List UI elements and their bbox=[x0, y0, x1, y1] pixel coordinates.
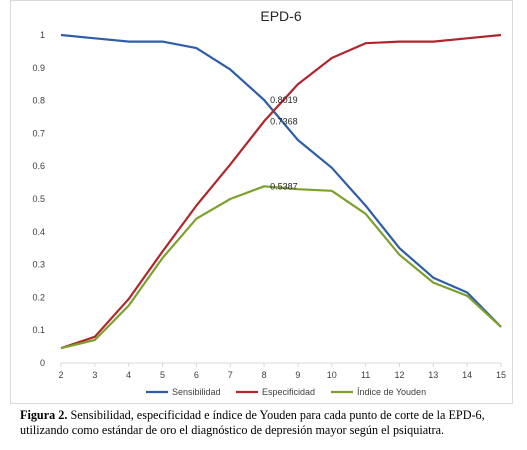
x-tick-label: 11 bbox=[361, 370, 370, 380]
line-chart: EPD-600.10.20.30.40.50.60.70.80.912 3 4 5 6 7… bbox=[32, 8, 506, 397]
x-tick-label: 3 bbox=[92, 370, 97, 380]
y-tick-label: 0.6 bbox=[32, 161, 45, 171]
y-tick-label: 0 bbox=[40, 358, 45, 368]
x-tick-label: 9 bbox=[295, 370, 300, 380]
x-tick-label: 2 bbox=[58, 370, 63, 380]
y-tick-label: 0.3 bbox=[32, 260, 45, 270]
series-line-2 bbox=[60, 33, 502, 350]
data-label: 0.7368 bbox=[270, 116, 298, 126]
series-line-1 bbox=[60, 33, 502, 328]
y-tick-label: 0.9 bbox=[32, 63, 45, 73]
y-tick-label: 0.4 bbox=[32, 227, 45, 237]
y-tick-label: 0.1 bbox=[32, 325, 45, 335]
x-tick-label: 7 bbox=[228, 370, 233, 380]
chart-area: EPD-6 0 0.1 0.2 0.3 0.4 0.5 0.6 0.7 0.8 0.9 1 2 3 4 5 6 7… bbox=[10, 0, 513, 404]
figure-caption: Figura 2. Sensibilidad, especificidad e … bbox=[20, 408, 520, 438]
x-tick-label: 10 bbox=[327, 370, 337, 380]
x-tick-label: 8 bbox=[262, 370, 267, 380]
x-tick-label: 6 bbox=[194, 370, 199, 380]
x-tick-label: 13 bbox=[428, 370, 438, 380]
chart-title: EPD-6 bbox=[260, 8, 301, 24]
caption-label: Figura 2. bbox=[20, 408, 68, 422]
legend-label: Sensibilidad bbox=[172, 387, 221, 397]
x-tick-label: 14 bbox=[462, 370, 472, 380]
y-tick-label: 0.7 bbox=[32, 128, 45, 138]
y-tick-label: 0.2 bbox=[32, 292, 45, 302]
legend-label: Especificidad bbox=[262, 387, 315, 397]
caption-text: Sensibilidad, especificidad e índice de … bbox=[20, 408, 485, 437]
data-label: 0.5387 bbox=[270, 181, 298, 191]
series-line-3 bbox=[60, 185, 502, 350]
y-tick-label: 1 bbox=[40, 30, 45, 40]
y-tick-label: 0.8 bbox=[32, 96, 45, 106]
data-label: 0.8019 bbox=[270, 95, 298, 105]
x-tick-label: 4 bbox=[126, 370, 131, 380]
x-tick-label: 5 bbox=[160, 370, 165, 380]
legend-label: Índice de Youden bbox=[357, 387, 426, 397]
x-tick-label: 15 bbox=[496, 370, 506, 380]
x-tick-label: 12 bbox=[394, 370, 404, 380]
y-tick-label: 0.5 bbox=[32, 194, 45, 204]
